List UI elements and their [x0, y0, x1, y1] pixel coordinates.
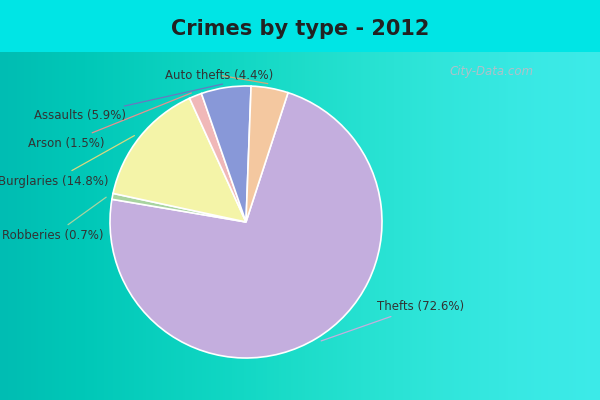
Text: City-Data.com: City-Data.com	[450, 66, 534, 78]
Text: Assaults (5.9%): Assaults (5.9%)	[34, 84, 223, 122]
Text: Auto thefts (4.4%): Auto thefts (4.4%)	[164, 69, 273, 84]
Wedge shape	[202, 86, 251, 222]
Text: Burglaries (14.8%): Burglaries (14.8%)	[0, 136, 134, 188]
Text: Crimes by type - 2012: Crimes by type - 2012	[171, 18, 429, 39]
Text: Arson (1.5%): Arson (1.5%)	[28, 93, 191, 150]
Wedge shape	[113, 98, 246, 222]
Wedge shape	[246, 86, 288, 222]
Wedge shape	[112, 193, 246, 222]
Text: Robberies (0.7%): Robberies (0.7%)	[2, 197, 106, 242]
Wedge shape	[110, 93, 382, 358]
Text: Thefts (72.6%): Thefts (72.6%)	[321, 300, 464, 341]
Wedge shape	[190, 94, 246, 222]
